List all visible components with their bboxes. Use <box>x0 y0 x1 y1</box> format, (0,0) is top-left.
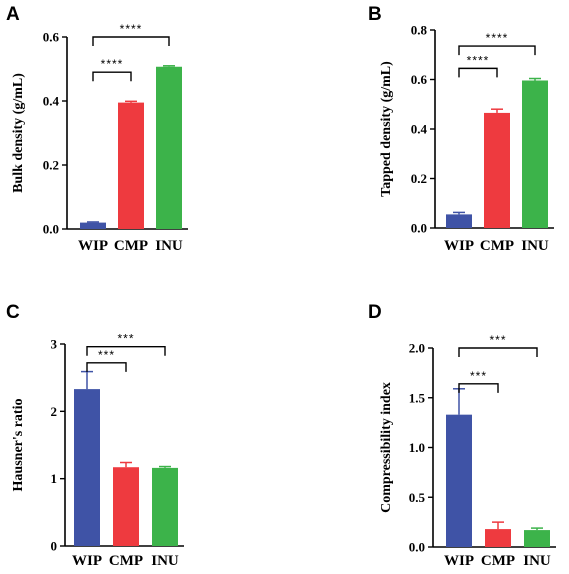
panel-a-significance-label: **** <box>120 22 143 36</box>
panel-b-bar-inu <box>522 80 548 229</box>
panel-b-significance-label: **** <box>486 31 509 45</box>
panel-c-y-axis-title: Hausner's ratio <box>11 399 26 492</box>
panel-b-significance-bracket <box>458 45 536 56</box>
panel-b-significance-bracket <box>458 67 498 78</box>
panel-d-y-axis-title: Compressibility index <box>379 382 394 513</box>
panel-b-category-label-inu: INU <box>521 238 549 254</box>
panel-a-letter: A <box>6 4 20 25</box>
panel-d-category-label-wip: WIP <box>444 553 474 569</box>
panel-d-significance-bracket <box>458 347 538 357</box>
panel-d-category-label-cmp: CMP <box>481 553 515 569</box>
panel-a-significance-bracket <box>92 36 170 46</box>
panel-c-significance-bracket <box>86 345 166 356</box>
panel-a-bar-wip <box>80 222 106 229</box>
panel-b-category-label-wip: WIP <box>444 238 474 254</box>
panel-d-y-tick-label: 2.0 <box>409 341 425 356</box>
panel-c-y-tick-label: 0 <box>51 539 58 554</box>
panel-a-y-tick-label: 0.2 <box>43 158 59 173</box>
panel-a-y-tick-label: 0.6 <box>43 30 60 45</box>
panel-c-category-label-wip: WIP <box>72 553 102 569</box>
panel-a-bar-inu <box>156 66 182 229</box>
panel-a-category-label-cmp: CMP <box>114 238 148 254</box>
panel-c-letter: C <box>6 302 20 323</box>
panel-d-significance-label: *** <box>470 369 487 383</box>
panel-c-bar-wip <box>74 389 100 546</box>
panel-a-significance-bracket <box>92 71 132 82</box>
panel-c-significance-label: *** <box>117 332 134 346</box>
panel-c-bar-cmp <box>113 467 139 546</box>
panel-c-y-tick-label: 2 <box>51 404 58 419</box>
panel-c-category-label-cmp: CMP <box>109 553 143 569</box>
panel-a-significance-label: **** <box>101 57 124 71</box>
panel-d-y-tick-label: 0.5 <box>409 490 426 505</box>
panel-b-y-tick-label: 0.4 <box>411 122 428 137</box>
panel-d-significance-label: *** <box>489 333 506 347</box>
panel-c-bar-inu <box>152 467 178 546</box>
panel-d-letter: D <box>368 302 382 323</box>
panel-d-category-label-inu: INU <box>523 553 551 569</box>
panel-c-category-label-inu: INU <box>151 553 179 569</box>
panel-d-bar-inu <box>524 530 550 547</box>
panel-b-y-tick-label: 0.6 <box>411 72 428 87</box>
panel-c-y-tick-label: 3 <box>51 337 58 352</box>
panel-a-category-label-inu: INU <box>155 238 183 254</box>
panel-a-y-axis-title: Bulk density (g/mL) <box>11 73 26 193</box>
panel-b-y-axis-title: Tapped density (g/mL) <box>379 61 394 197</box>
panel-b-letter: B <box>368 4 382 25</box>
panel-d-significance-bracket <box>458 383 499 393</box>
panel-b-category-label-cmp: CMP <box>480 238 514 254</box>
panel-d-bar-cmp <box>485 529 511 547</box>
panel-b-y-tick-label: 0.8 <box>411 23 428 38</box>
panel-d-y-tick-label: 1.0 <box>409 440 425 455</box>
panel-c-significance-bracket <box>86 362 127 372</box>
panel-b-y-tick-label: 0.2 <box>411 171 427 186</box>
panel-d-y-tick-label: 1.5 <box>409 390 426 405</box>
panel-a-y-tick-label: 0.4 <box>43 94 60 109</box>
panel-b-bar-cmp <box>484 112 510 228</box>
panel-d-bar-wip <box>446 414 472 547</box>
panel-b-significance-label: **** <box>467 53 490 67</box>
panel-c-y-tick-label: 1 <box>51 471 58 486</box>
panel-a-y-tick-label: 0.0 <box>43 222 59 237</box>
panel-a-category-label-wip: WIP <box>78 238 108 254</box>
panel-a-bar-cmp <box>118 102 144 229</box>
panel-d-y-tick-label: 0.0 <box>409 540 425 555</box>
panel-b-y-tick-label: 0.0 <box>411 221 427 236</box>
panel-c-significance-label: *** <box>98 348 115 362</box>
panel-b-bar-wip <box>446 214 472 228</box>
